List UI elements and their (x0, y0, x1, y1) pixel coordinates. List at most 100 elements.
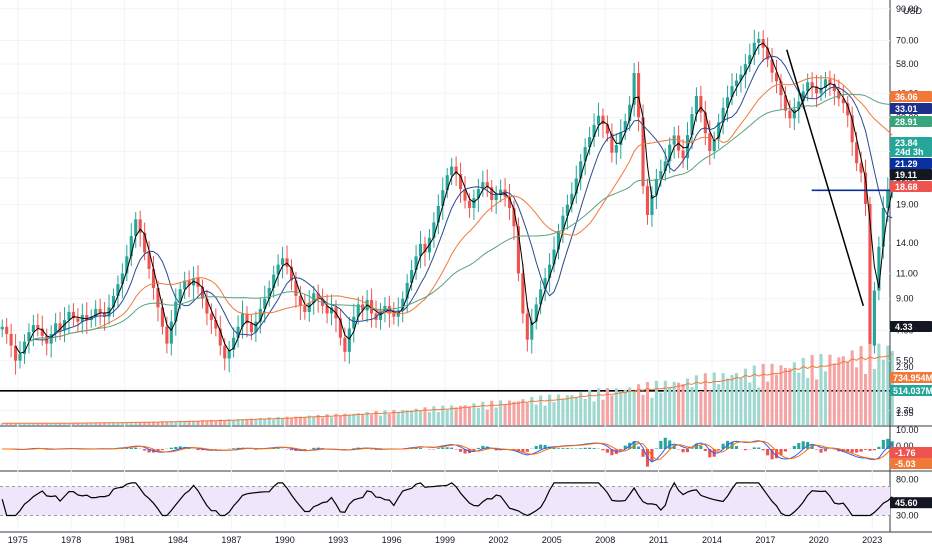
candle-body[interactable] (436, 205, 440, 223)
candle-body[interactable] (459, 174, 463, 190)
candle-body[interactable] (414, 256, 418, 271)
candle-body[interactable] (868, 203, 872, 346)
candle-body[interactable] (726, 97, 730, 108)
candle-body[interactable] (752, 42, 756, 56)
candle-body[interactable] (552, 249, 556, 265)
candle-body[interactable] (267, 287, 271, 299)
candle-body[interactable] (36, 325, 40, 329)
candle-body[interactable] (418, 243, 423, 257)
candle-body[interactable] (450, 166, 454, 176)
candle-body[interactable] (338, 318, 342, 338)
candle-body[interactable] (71, 311, 75, 319)
candle-body[interactable] (881, 207, 885, 247)
candle-body[interactable] (819, 87, 823, 94)
candle-body[interactable] (681, 150, 685, 159)
candle-body[interactable] (739, 74, 743, 81)
candle-body[interactable] (841, 98, 845, 104)
candle-body[interactable] (525, 313, 529, 340)
candle-body[interactable] (303, 305, 307, 312)
candle-body[interactable] (779, 81, 783, 96)
candle-body[interactable] (668, 144, 672, 162)
candle-body[interactable] (258, 308, 262, 322)
candle-body[interactable] (361, 304, 365, 311)
candle-body[interactable] (432, 222, 436, 238)
candle-body[interactable] (748, 55, 752, 65)
candle-body[interactable] (160, 307, 164, 327)
candle-body[interactable] (530, 321, 534, 340)
candle-body[interactable] (823, 79, 828, 88)
candle-body[interactable] (579, 161, 583, 179)
candle-body[interactable] (325, 305, 329, 314)
candle-body[interactable] (138, 219, 142, 233)
candle-body[interactable] (249, 323, 253, 333)
candle-body[interactable] (619, 132, 623, 146)
candle-body[interactable] (27, 332, 31, 342)
candle-body[interactable] (574, 178, 578, 194)
candle-body[interactable] (521, 273, 525, 314)
candle-body[interactable] (507, 196, 512, 208)
candle-body[interactable] (183, 280, 187, 290)
candle-body[interactable] (54, 323, 58, 334)
candle-body[interactable] (703, 112, 707, 134)
candle-body[interactable] (596, 115, 601, 125)
candle-body[interactable] (828, 79, 832, 85)
candle-body[interactable] (98, 308, 102, 314)
candle-body[interactable] (694, 96, 698, 115)
candle-body[interactable] (205, 298, 209, 314)
candle-body[interactable] (837, 91, 841, 99)
candle-body[interactable] (289, 266, 294, 281)
candle-body[interactable] (116, 284, 120, 296)
candle-body[interactable] (516, 226, 520, 274)
candle-body[interactable] (263, 298, 267, 309)
candle-body[interactable] (329, 307, 334, 314)
candle-body[interactable] (815, 86, 819, 94)
candle-body[interactable] (14, 345, 18, 361)
candle-body[interactable] (316, 293, 320, 299)
candle-body[interactable] (712, 138, 716, 151)
candle-body[interactable] (5, 326, 9, 334)
candle-body[interactable] (672, 135, 676, 145)
price-panel[interactable] (0, 29, 894, 392)
candle-body[interactable] (548, 264, 552, 279)
candle-body[interactable] (178, 289, 182, 302)
candle-body[interactable] (254, 321, 258, 333)
candle-body[interactable] (383, 305, 387, 311)
candle-body[interactable] (494, 194, 498, 201)
candle-body[interactable] (196, 278, 200, 287)
candle-body[interactable] (583, 147, 587, 162)
candle-body[interactable] (143, 232, 147, 253)
candle-body[interactable] (472, 198, 476, 208)
candle-body[interactable] (58, 323, 62, 331)
candle-body[interactable] (281, 258, 285, 265)
candle-body[interactable] (788, 110, 792, 119)
candle-body[interactable] (298, 295, 302, 306)
candle-body[interactable] (245, 313, 249, 324)
candle-body[interactable] (218, 328, 222, 346)
candle-body[interactable] (832, 84, 836, 92)
candle-body[interactable] (774, 72, 779, 82)
candle-body[interactable] (423, 243, 427, 253)
candle-body[interactable] (534, 304, 538, 322)
candle-body[interactable] (610, 133, 614, 153)
candle-body[interactable] (659, 171, 663, 179)
candle-body[interactable] (770, 59, 774, 73)
candle-body[interactable] (628, 104, 632, 122)
candle-body[interactable] (588, 137, 592, 148)
candle-body[interactable] (120, 273, 124, 285)
volume-panel[interactable] (0, 343, 894, 425)
candle-body[interactable] (623, 121, 627, 133)
candle-body[interactable] (743, 64, 747, 75)
candle-body[interactable] (641, 117, 645, 187)
candle-body[interactable] (445, 175, 449, 191)
candle-body[interactable] (76, 318, 80, 322)
candle-body[interactable] (165, 326, 169, 344)
candle-body[interactable] (276, 264, 280, 275)
candle-body[interactable] (209, 313, 213, 320)
rsi-panel[interactable] (0, 481, 893, 517)
candle-body[interactable] (690, 114, 694, 136)
candle-body[interactable] (401, 298, 405, 311)
candle-body[interactable] (654, 178, 658, 196)
candle-body[interactable] (356, 304, 360, 317)
candle-body[interactable] (810, 82, 814, 87)
